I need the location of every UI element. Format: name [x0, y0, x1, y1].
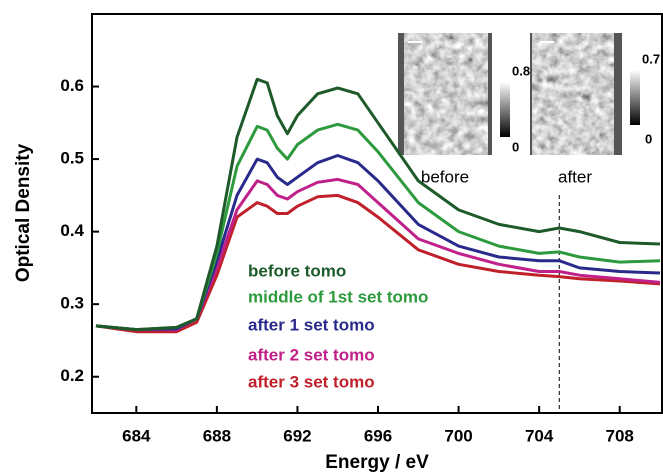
y-tick-label: 0.3 [60, 294, 84, 313]
y-tick-label: 0.2 [60, 366, 84, 385]
x-tick-label: 700 [444, 426, 472, 445]
legend-entry: after 3 set tomo [248, 372, 375, 391]
chart: Energy / eV Optical Density before 0.8 0 af… [0, 0, 663, 475]
legend-entry: after 2 set tomo [248, 345, 375, 364]
legend-entry: middle of 1st set tomo [248, 287, 428, 306]
x-tick-label: 708 [606, 426, 634, 445]
inset-image-texture [532, 33, 614, 155]
inset-image-texture [404, 33, 488, 155]
legend-entry: before tomo [248, 261, 346, 280]
colorbar-min: 0 [512, 139, 519, 154]
colorbar-max: 0.7 [642, 51, 660, 66]
inset-label: before [421, 167, 469, 186]
inset-label: after [558, 167, 592, 186]
colorbar-max: 0.8 [512, 63, 530, 78]
x-tick-label: 684 [122, 426, 151, 445]
x-tick-label: 704 [525, 426, 554, 445]
x-axis-label: Energy / eV [325, 452, 429, 473]
line [96, 195, 660, 331]
x-tick-label: 688 [203, 426, 231, 445]
y-tick-label: 0.6 [60, 76, 84, 95]
y-tick-label: 0.5 [60, 149, 84, 168]
inset: before 0.8 0 after 0.7 0 [398, 33, 660, 186]
legend-entry: after 1 set tomo [248, 315, 375, 334]
colorbar-min: 0 [645, 131, 652, 146]
x-tick-label: 696 [364, 426, 392, 445]
colorbar [630, 70, 640, 125]
y-axis-label: Optical Density [13, 143, 34, 282]
y-tick-label: 0.4 [60, 221, 84, 240]
colorbar [500, 82, 510, 137]
x-tick-label: 692 [283, 426, 311, 445]
